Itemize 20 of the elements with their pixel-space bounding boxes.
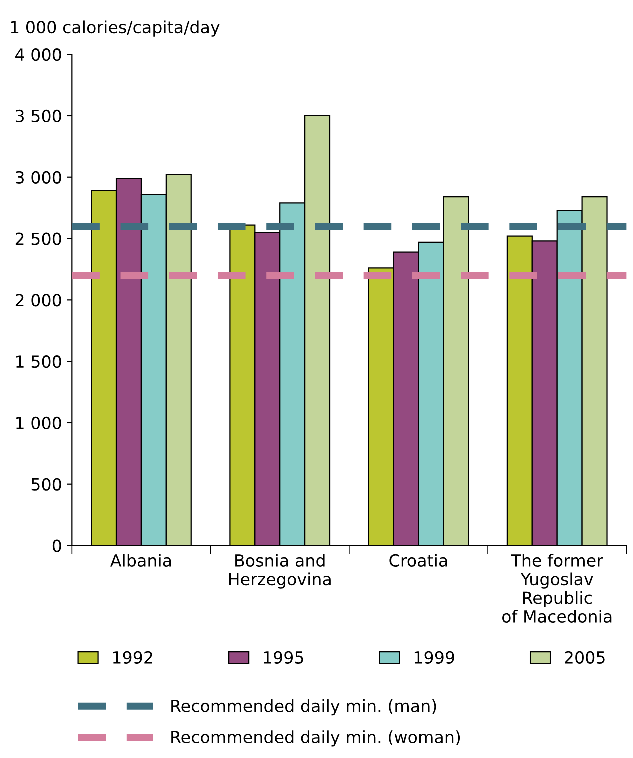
- y-tick-label: 3 500: [16, 110, 62, 123]
- y-tick-label: 0: [52, 540, 62, 552]
- legend-label: 2005: [565, 651, 605, 664]
- legend-label: Recommended daily min. (man): [172, 700, 436, 716]
- y-tick-label: 2 500: [16, 232, 62, 246]
- y-tick-label: 1 000: [16, 416, 62, 430]
- y-tick-label: 1 500: [16, 356, 62, 368]
- legend-label: 1992: [113, 651, 152, 664]
- legend-label: 1999: [414, 651, 454, 664]
- legend-label: 1995: [264, 651, 304, 664]
- x-tick-label: The former Yugoslav Republic of Macedonia: [502, 554, 612, 623]
- x-tick-label: Albania: [110, 554, 172, 567]
- y-tick-label: 3 000: [16, 171, 62, 184]
- y-tick-label: 4 000: [16, 48, 62, 62]
- x-tick-label: Croatia: [390, 554, 448, 567]
- legend-label: Recommended daily min. (woman): [172, 730, 460, 747]
- y-axis-title: 1 000 calories/capita/day: [11, 20, 220, 37]
- y-tick-label: 2 000: [16, 294, 62, 307]
- x-tick-label: Bosnia and Herzegovina: [229, 554, 331, 589]
- y-tick-label: 500: [32, 478, 62, 491]
